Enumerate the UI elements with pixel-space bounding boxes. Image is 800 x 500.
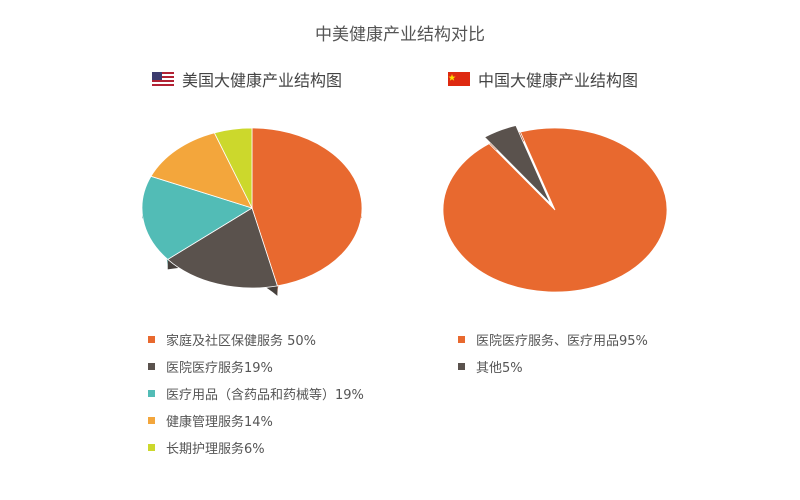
legend-swatch — [458, 362, 465, 370]
cn-pie — [442, 125, 668, 293]
chart-title: 中美健康产业结构对比 — [315, 25, 485, 45]
us-pie-slice-1 — [167, 207, 278, 289]
cn-legend-item: 医院医疗服务、医疗用品95% — [458, 330, 648, 349]
cn-legend: 医院医疗服务、医疗用品95% 其他5% — [458, 330, 648, 384]
cn-chart-subtitle-text: 中国大健康产业结构图 — [478, 71, 639, 90]
us-legend-item: 家庭及社区保健服务 50% — [148, 330, 364, 349]
legend-label: 其他5% — [476, 360, 523, 376]
cn-pie-slice-1 — [483, 125, 551, 204]
legend-label: 家庭及社区保健服务 50% — [166, 333, 317, 349]
pie-charts — [141, 125, 668, 296]
us-legend: 家庭及社区保健服务 50% 医院医疗服务19% 医疗用品（含药品和药械等）19% 健康… — [148, 330, 364, 465]
us-pie-slice-0 — [251, 127, 363, 287]
cn-legend-item: 其他5% — [458, 357, 648, 376]
us-chart-subtitle: 美国大健康产业结构图 — [152, 68, 342, 90]
us-pie — [141, 127, 363, 296]
legend-swatch — [458, 335, 465, 343]
legend-swatch — [148, 443, 155, 451]
us-pie-slice-2 — [141, 175, 253, 260]
legend-swatch — [148, 416, 155, 424]
legend-label: 长期护理服务6% — [166, 441, 265, 457]
us-flag-icon — [152, 72, 174, 86]
legend-swatch — [148, 335, 155, 343]
legend-label: 健康管理服务14% — [166, 414, 273, 430]
us-legend-item: 长期护理服务6% — [148, 438, 364, 457]
legend-swatch — [148, 362, 155, 370]
us-chart-subtitle-text: 美国大健康产业结构图 — [182, 71, 343, 90]
us-pie-slice-4 — [213, 127, 253, 209]
legend-label: 医院医疗服务、医疗用品95% — [476, 333, 648, 349]
us-legend-item: 医疗用品（含药品和药械等）19% — [148, 384, 364, 403]
cn-pie-slice-0 — [442, 127, 668, 293]
legend-swatch — [148, 389, 155, 397]
legend-label: 医疗用品（含药品和药械等）19% — [166, 387, 364, 403]
china-flag-icon — [448, 72, 470, 86]
us-pie-slice-3 — [150, 132, 253, 209]
cn-chart-subtitle: 中国大健康产业结构图 — [448, 68, 638, 90]
us-legend-item: 医院医疗服务19% — [148, 357, 364, 376]
legend-label: 医院医疗服务19% — [166, 360, 273, 376]
us-legend-item: 健康管理服务14% — [148, 411, 364, 430]
